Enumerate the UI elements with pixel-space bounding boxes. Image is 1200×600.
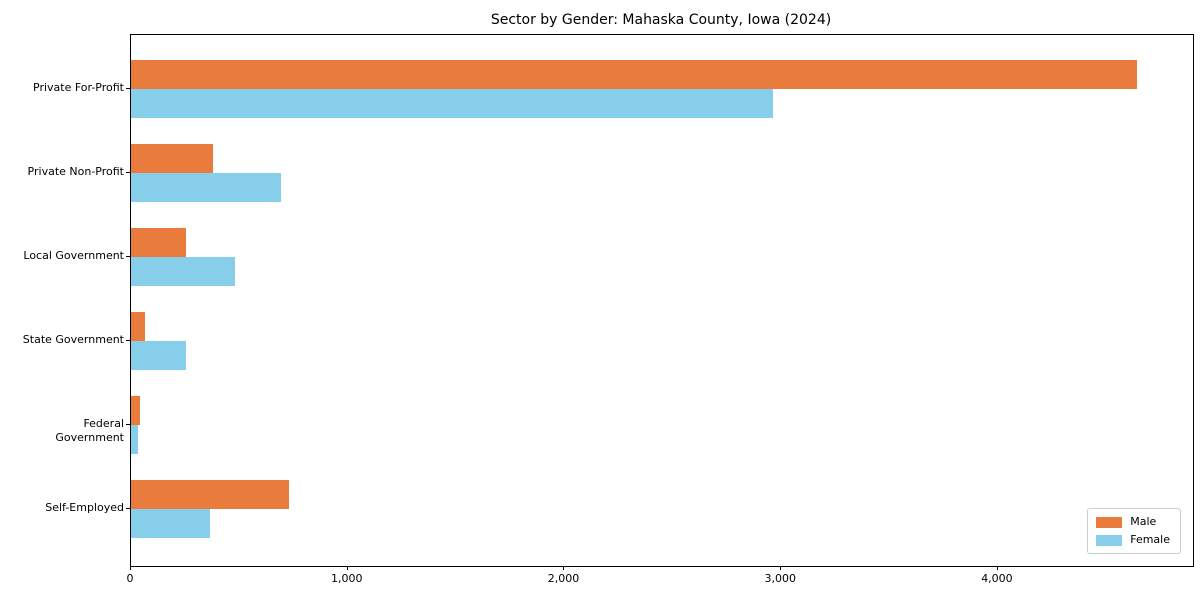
bar-female-private-non-profit <box>131 173 281 202</box>
x-tick-mark <box>563 566 565 570</box>
x-tick-label-2-000: 2,000 <box>547 572 580 585</box>
plot-area: Male Female <box>130 34 1194 567</box>
chart-title: Sector by Gender: Mahaska County, Iowa (… <box>490 12 832 28</box>
bar-male-self-employed <box>131 480 289 509</box>
x-tick-mark <box>780 566 782 570</box>
bar-male-state-government <box>131 312 145 341</box>
y-tick-mark <box>126 256 130 257</box>
x-tick-label-0: 0 <box>126 572 134 585</box>
x-tick-label-3-000: 3,000 <box>764 572 796 585</box>
bar-male-private-non-profit <box>131 144 213 173</box>
bar-female-self-employed <box>131 509 210 538</box>
y-tick-mark <box>126 88 130 89</box>
legend-entry-male: Male <box>1096 516 1170 528</box>
y-tick-label-federal-government: Federal Government <box>55 417 124 444</box>
x-tick-mark <box>346 566 348 570</box>
y-tick-label-self-employed: Self-Employed <box>45 501 124 514</box>
y-tick-label-private-for-profit: Private For-Profit <box>33 81 124 94</box>
female-legend-label: Female <box>1130 533 1170 546</box>
bar-male-local-government <box>131 228 186 257</box>
y-tick-mark <box>126 508 130 509</box>
male-legend-label: Male <box>1130 515 1157 528</box>
legend-entry-female: Female <box>1096 534 1170 546</box>
x-tick-label-1-000: 1,000 <box>330 572 363 585</box>
x-tick-mark <box>996 566 998 570</box>
legend: Male Female <box>1087 508 1181 554</box>
bar-female-local-government <box>131 257 235 286</box>
bar-female-federal-government <box>131 425 138 454</box>
y-tick-label-private-non-profit: Private Non-Profit <box>27 165 124 178</box>
y-tick-mark <box>126 340 130 341</box>
female-legend-swatch <box>1096 534 1123 546</box>
male-legend-swatch <box>1096 516 1123 528</box>
y-tick-mark <box>126 424 130 425</box>
x-tick-label-4-000: 4,000 <box>981 572 1013 585</box>
bar-male-private-for-profit <box>131 60 1137 89</box>
x-tick-mark <box>130 566 131 570</box>
bar-female-private-for-profit <box>131 89 773 118</box>
bar-female-state-government <box>131 341 186 370</box>
y-tick-label-state-government: State Government <box>22 333 124 346</box>
y-tick-label-local-government: Local Government <box>23 249 124 262</box>
y-tick-mark <box>126 172 130 173</box>
bar-male-federal-government <box>131 396 140 425</box>
